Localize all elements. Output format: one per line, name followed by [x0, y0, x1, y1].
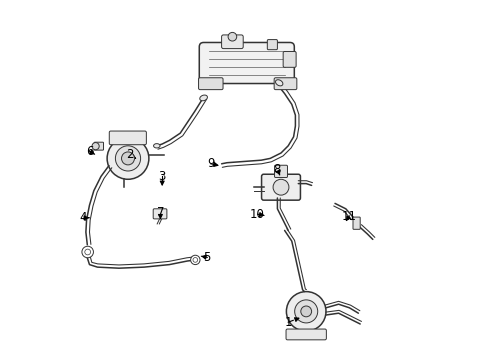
- Ellipse shape: [153, 144, 160, 148]
- Circle shape: [228, 32, 237, 41]
- Ellipse shape: [200, 95, 207, 101]
- Circle shape: [301, 306, 312, 317]
- Text: 3: 3: [158, 170, 166, 183]
- Text: 4: 4: [79, 211, 87, 224]
- Text: 7: 7: [157, 206, 164, 219]
- FancyBboxPatch shape: [353, 217, 360, 229]
- Text: 10: 10: [250, 208, 265, 221]
- Circle shape: [191, 255, 200, 265]
- Text: 2: 2: [126, 148, 134, 161]
- Circle shape: [85, 249, 91, 255]
- Circle shape: [116, 146, 141, 171]
- FancyBboxPatch shape: [221, 35, 243, 49]
- Text: 9: 9: [207, 157, 215, 170]
- Circle shape: [273, 179, 289, 195]
- FancyBboxPatch shape: [268, 40, 277, 50]
- Text: 8: 8: [274, 163, 281, 176]
- Text: 6: 6: [86, 145, 93, 158]
- Text: 5: 5: [203, 251, 211, 264]
- Circle shape: [193, 258, 197, 262]
- Circle shape: [122, 152, 134, 165]
- FancyBboxPatch shape: [94, 142, 103, 150]
- Circle shape: [92, 143, 99, 150]
- FancyBboxPatch shape: [262, 174, 300, 200]
- Circle shape: [294, 300, 318, 323]
- FancyBboxPatch shape: [286, 329, 326, 340]
- Text: 11: 11: [342, 210, 357, 222]
- FancyBboxPatch shape: [109, 131, 147, 145]
- Ellipse shape: [275, 80, 283, 86]
- FancyBboxPatch shape: [153, 209, 167, 219]
- Circle shape: [107, 138, 149, 179]
- FancyBboxPatch shape: [274, 78, 297, 90]
- Circle shape: [286, 292, 326, 331]
- Circle shape: [82, 246, 94, 258]
- FancyBboxPatch shape: [199, 42, 294, 84]
- Text: 1: 1: [285, 316, 292, 329]
- FancyBboxPatch shape: [274, 165, 288, 177]
- FancyBboxPatch shape: [283, 51, 296, 67]
- FancyBboxPatch shape: [198, 78, 223, 90]
